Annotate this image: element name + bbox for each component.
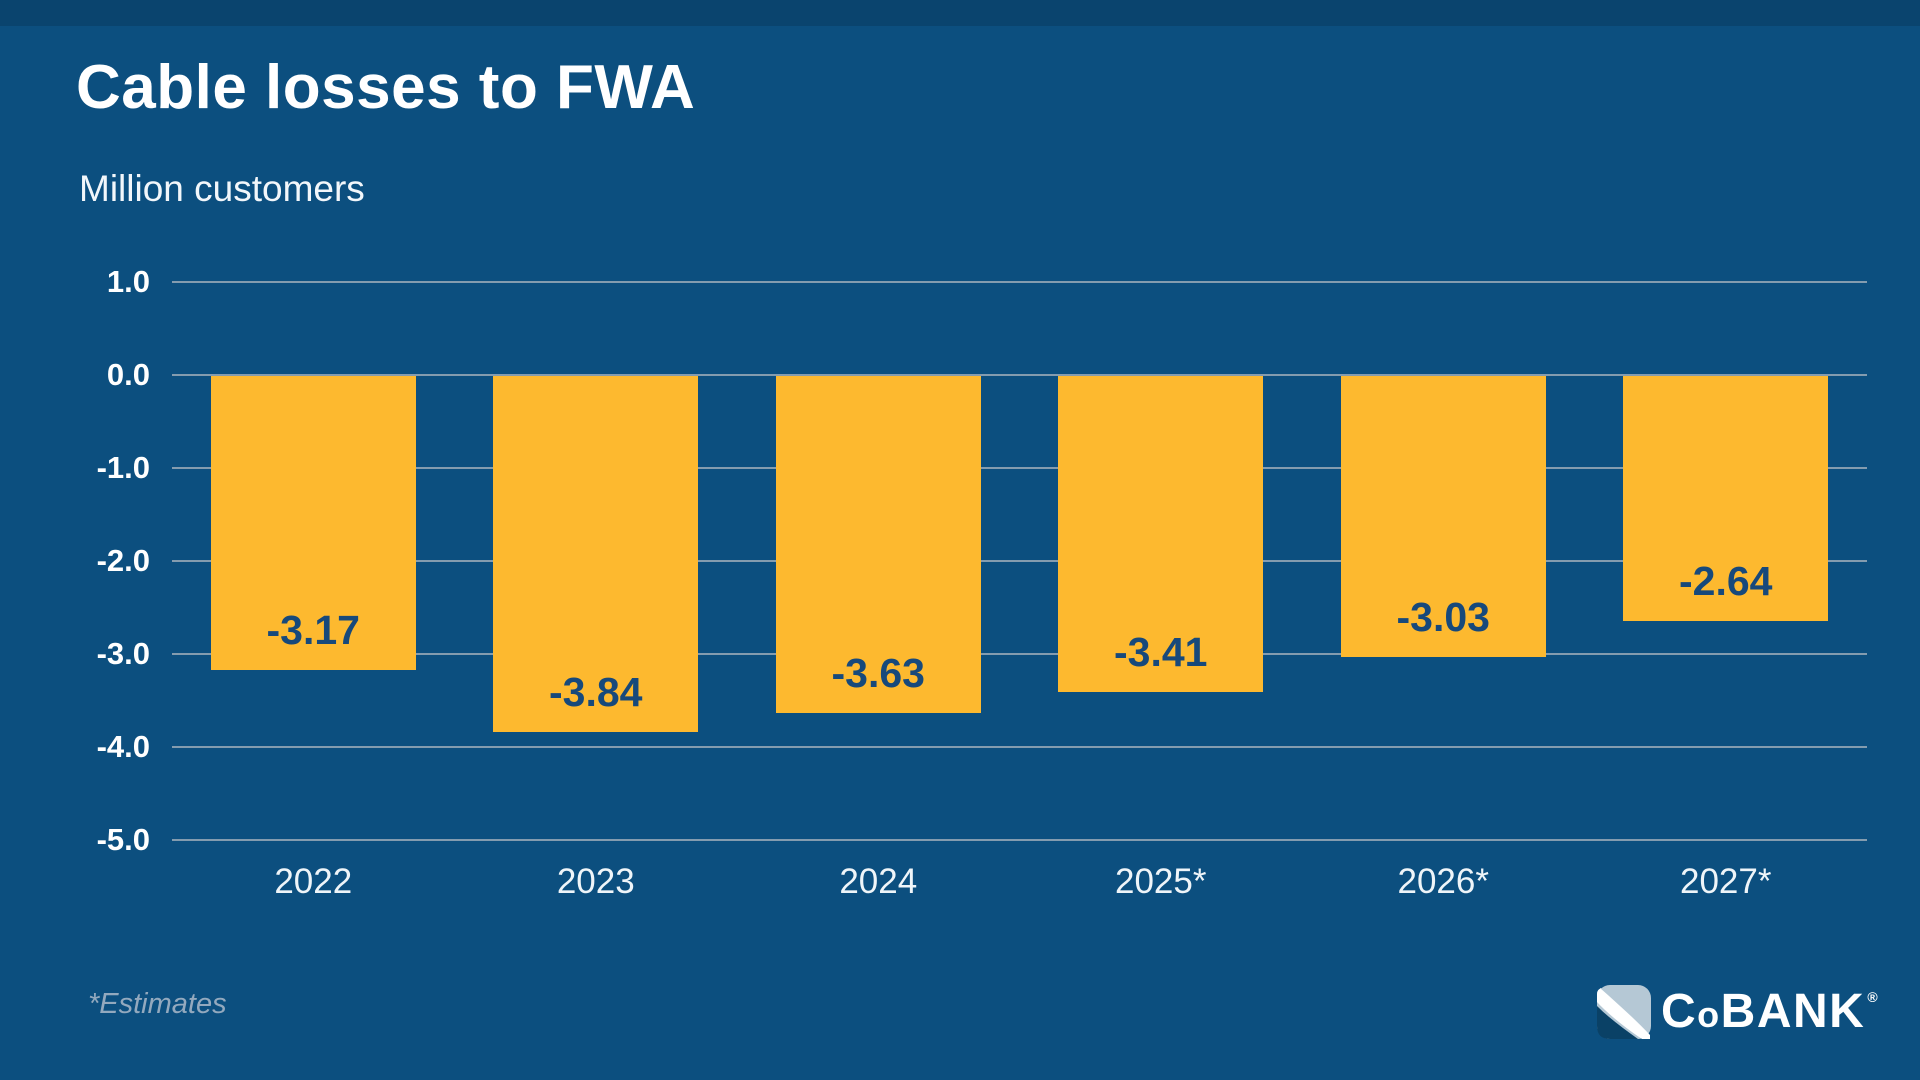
x-category-label: 2025* [1115,862,1207,901]
logo-letter-o: o [1697,994,1721,1035]
y-tick-label: -1.0 [96,450,150,485]
x-category-label: 2027* [1680,862,1772,901]
x-category-label: 2026* [1397,862,1489,901]
gridline [172,281,1867,283]
bar-2024: -3.63 [775,375,981,713]
bar-2022: -3.17 [210,375,416,670]
gridline [172,839,1867,841]
bar-value-label: -3.03 [1396,593,1490,640]
x-category-label: 2022 [274,862,353,901]
gridline [172,560,1867,562]
bar-2023: -3.84 [493,375,699,733]
y-tick-label: -3.0 [96,636,150,671]
y-tick-label: 1.0 [106,264,150,299]
chart-subtitle: Million customers [79,168,365,209]
estimates-footnote: *Estimates [88,988,227,1020]
cobank-swoosh-icon [1597,985,1651,1039]
bar-value-label: -3.84 [549,669,643,716]
bar-value-label: -3.63 [831,649,925,696]
chart-title: Cable losses to FWA [76,53,696,122]
top-border-strip [0,0,1920,26]
bar-2026*: -3.03 [1340,375,1546,657]
x-category-label: 2024 [839,862,918,901]
x-category-label: 2023 [556,862,635,901]
logo-letter-c: C [1661,985,1698,1038]
bar-2025*: -3.41 [1058,375,1264,693]
gridline [172,653,1867,655]
gridline [172,467,1867,469]
registered-trademark-icon: ® [1867,989,1880,1005]
bar-2027*: -2.64 [1623,375,1829,621]
bar-value-label: -3.41 [1114,629,1208,676]
y-tick-label: -2.0 [96,543,150,578]
bar-value-label: -3.17 [266,606,360,653]
y-tick-label: -5.0 [96,822,150,857]
bar-value-label: -2.64 [1679,557,1773,604]
logo-letters-bank: BANK [1720,985,1866,1038]
gridline [172,746,1867,748]
zero-gridline [172,374,1867,376]
y-tick-label: 0.0 [106,357,150,392]
y-tick-label: -4.0 [96,729,150,764]
